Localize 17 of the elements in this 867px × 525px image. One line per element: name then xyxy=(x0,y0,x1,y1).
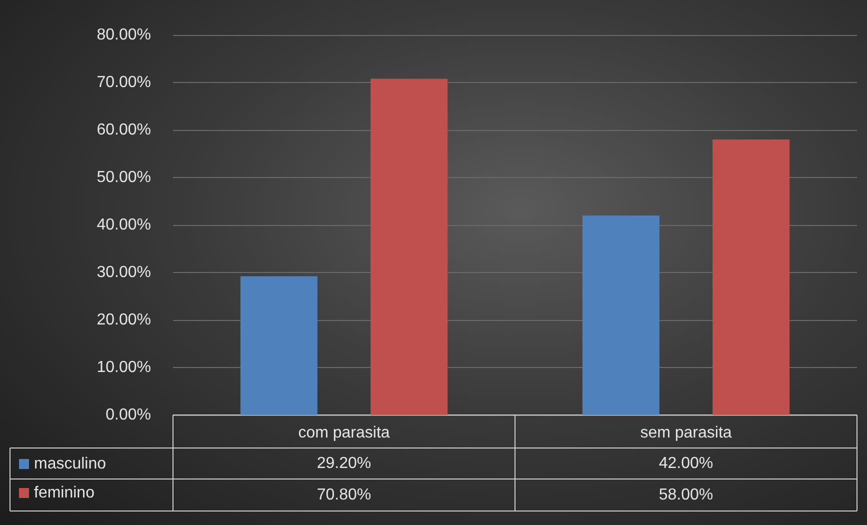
y-tick-label: 70.00% xyxy=(96,74,151,91)
y-tick-label: 20.00% xyxy=(96,312,151,328)
data-label: 42.00% xyxy=(658,455,714,472)
y-tick-label: 30.00% xyxy=(96,264,151,281)
data-label: 70.80% xyxy=(316,486,372,504)
x-tick-label: com parasita xyxy=(298,424,390,442)
y-tick-label: 0.00% xyxy=(106,406,151,424)
legend-label: feminino xyxy=(34,484,95,502)
y-tick-label: 50.00% xyxy=(96,169,151,186)
data-label: 29.20% xyxy=(316,455,372,472)
y-tick-label: 10.00% xyxy=(96,359,151,376)
data-label: 58.00% xyxy=(658,486,714,504)
y-tick-label: 80.00% xyxy=(96,26,151,44)
x-tick-label: sem parasita xyxy=(640,424,732,442)
legend-label: masculino xyxy=(34,456,106,472)
y-tick-label: 40.00% xyxy=(96,216,151,234)
y-tick-label: 60.00% xyxy=(96,122,151,138)
